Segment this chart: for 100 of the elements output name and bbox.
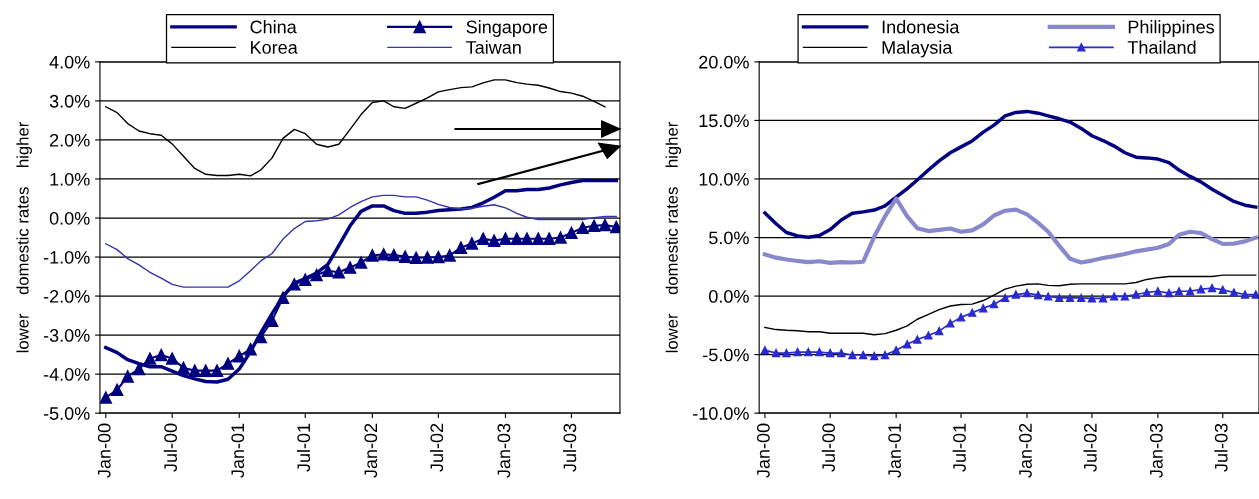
point [1098,294,1108,303]
point [299,273,312,286]
point [858,350,868,360]
y-tick-label: -1.0% [43,250,90,264]
point [1087,294,1097,303]
point [542,232,556,245]
legend-label: Philippines [1128,20,1215,37]
point [1120,292,1130,301]
point [1000,293,1010,303]
point [487,234,501,247]
point [1065,293,1075,303]
point [782,348,791,358]
point [332,266,346,279]
x-tick-label: Jul-02 [429,423,444,472]
point [233,349,246,363]
point [946,319,955,328]
x-tick-label: Jul-02 [1083,423,1097,472]
y-tick-label: 0.0% [49,211,90,225]
x-tick-label: Jul-03 [1214,423,1228,472]
point [870,351,879,361]
point [99,391,113,404]
line-series [763,109,1258,240]
y-tick-label: -4.0% [43,368,90,381]
point [221,357,235,370]
y-tick-label: 2.0% [50,133,90,147]
point [154,348,168,362]
point [177,361,190,375]
legend-label: Indonesia [882,20,960,34]
point [310,268,323,282]
point [143,352,157,365]
point [377,248,390,261]
point [1218,285,1227,295]
y-tick-label: 10.0% [699,172,749,186]
point [1011,290,1021,299]
y-tick-label: -5.0% [703,348,749,362]
point [771,348,781,358]
point [793,347,802,357]
point [848,350,857,360]
point [121,370,134,383]
point [891,346,901,355]
point [1185,287,1195,296]
y-tick-label: 3.0% [49,94,90,108]
y-tick-label: 15.0% [699,114,749,128]
point [804,347,813,357]
point [826,348,835,358]
y-tick-label: 20.0% [699,55,749,69]
x-tick-label: Jan-01 [231,423,245,478]
x-tick-label: Jan-03 [1149,423,1163,478]
legend-label: Singapore [466,20,548,37]
legend-label: Taiwan [466,40,521,54]
x-tick-label: Jan-00 [756,423,770,478]
point [837,348,846,358]
y-tick-label: -5.0% [43,407,90,420]
x-tick-label: Jan-03 [497,423,511,478]
point [1022,288,1032,298]
point [210,364,224,377]
point [387,248,401,262]
point [1109,292,1119,301]
legend-label: Malaysia [882,40,953,58]
point [760,346,770,355]
y-tick-label: -10.0% [693,407,749,420]
point [587,219,601,233]
y-tick-label: 4.0% [49,55,90,69]
x-tick-label: Jan-01 [888,423,901,478]
point [1153,287,1163,296]
x-tick-label: Jan-02 [364,423,378,478]
point [815,347,824,357]
point [1207,283,1217,293]
point [903,340,912,349]
point [499,232,512,245]
point [199,364,212,377]
point [110,383,124,397]
point [398,250,412,263]
point [265,314,279,327]
x-tick-label: Jul-01 [952,423,966,472]
point [354,256,368,269]
point [520,232,534,245]
point [1055,293,1064,303]
y-tick-label: -3.0% [43,329,90,342]
x-tick-label: Jul-00 [821,423,836,472]
point [1044,292,1053,301]
point [1240,290,1250,299]
point [1229,288,1239,297]
point [989,299,999,309]
point [476,232,490,245]
point [1131,290,1141,299]
point [598,218,612,232]
y-tick-label: 1.0% [50,172,90,186]
point [421,251,434,264]
point [244,342,257,356]
point [1251,290,1259,299]
point [1196,285,1206,294]
point [165,352,179,365]
point [188,364,202,377]
point [967,308,977,317]
point [465,237,479,250]
point [510,232,523,245]
point [565,226,578,240]
point [443,249,456,262]
point [576,221,589,235]
